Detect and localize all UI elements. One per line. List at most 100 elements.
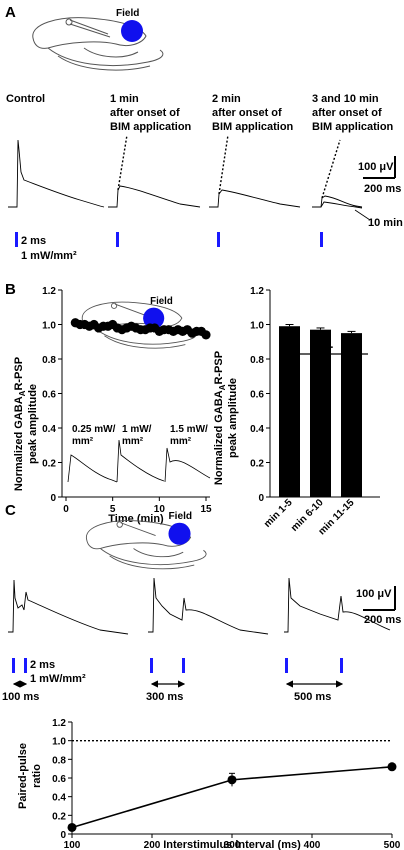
data-point bbox=[67, 822, 77, 832]
scale-bar-c: 100 μV 200 ms bbox=[356, 586, 401, 626]
y-tick-label: 1.2 bbox=[42, 286, 56, 297]
y-tick-label: 0.4 bbox=[250, 424, 264, 435]
insets-b: 0.25 mW/ mm² 1 mW/ mm² 1.5 mW/ mm² bbox=[67, 424, 211, 483]
y-tick-label: 0 bbox=[60, 830, 66, 841]
interval-label-300: 300 ms bbox=[146, 691, 183, 703]
x-tick-label: 5 bbox=[110, 504, 116, 515]
stim-intensity-a: 1 mW/mm² bbox=[21, 250, 77, 262]
trace-1min-dotted bbox=[117, 134, 128, 191]
field-label-a: Field bbox=[116, 8, 139, 19]
condition-1min-line2: after onset of bbox=[110, 107, 180, 119]
x-tick-label: 15 bbox=[200, 504, 212, 515]
x-tick-label: 400 bbox=[304, 840, 321, 850]
x-tick-label: 500 bbox=[384, 840, 401, 850]
y-tick-label: 0 bbox=[258, 493, 264, 504]
y-tick-label: 0.6 bbox=[42, 390, 56, 401]
trace-pair-300 bbox=[148, 577, 269, 635]
scale-voltage-a: 100 μV bbox=[358, 161, 394, 173]
stim-bar bbox=[285, 658, 288, 673]
left-ylabel-line2: peak amplitude bbox=[27, 384, 39, 464]
bar bbox=[310, 329, 331, 497]
interval-label-500: 500 ms bbox=[294, 691, 331, 703]
scale-time-c: 200 ms bbox=[364, 614, 401, 626]
condition-3-10min-line2: after onset of bbox=[312, 107, 382, 119]
stim-bar bbox=[182, 658, 185, 673]
stim-bar bbox=[116, 232, 119, 247]
inset-trace bbox=[116, 439, 165, 483]
traces-a bbox=[8, 134, 363, 209]
stim-intensity-c: 1 mW/mm² bbox=[30, 673, 86, 685]
trace-pair-500 bbox=[284, 577, 391, 633]
y-tick-label: 0.2 bbox=[42, 459, 56, 470]
condition-3-10min-line3: BIM application bbox=[312, 121, 394, 133]
trace-1min bbox=[108, 185, 201, 208]
condition-1min-line3: BIM application bbox=[110, 121, 192, 133]
ten-min-label: 10 min bbox=[368, 217, 403, 229]
y-tick-label: 0.8 bbox=[42, 355, 56, 366]
ppr-xlabel: Interstimulus interval (ms) bbox=[163, 839, 301, 850]
stim-bar bbox=[320, 232, 323, 247]
stim-bar bbox=[15, 232, 18, 247]
x-tick-label: 10 bbox=[154, 504, 166, 515]
ns-bracket: n.s. bbox=[280, 339, 368, 355]
condition-3-10min-line1: 3 and 10 min bbox=[312, 93, 379, 105]
trace-pair-100 bbox=[8, 579, 129, 635]
trace-10min bbox=[320, 201, 363, 209]
y-tick-label: 0.8 bbox=[250, 355, 264, 366]
scale-voltage-c: 100 μV bbox=[356, 588, 392, 600]
condition-control-label: Control bbox=[6, 93, 45, 105]
field-label-c: Field bbox=[168, 511, 192, 522]
y-tick-label: 1.2 bbox=[52, 718, 66, 729]
stim-bar bbox=[150, 658, 153, 673]
y-tick-label: 0.2 bbox=[52, 811, 66, 822]
scale-time-a: 200 ms bbox=[364, 183, 401, 195]
condition-2min-line3: BIM application bbox=[212, 121, 294, 133]
panel-a-hippocampus-schematic: Field bbox=[32, 8, 164, 71]
bar bbox=[279, 326, 300, 497]
ppr-xticks: 100 200 300 400 500 bbox=[64, 834, 401, 850]
inset-label-1-l1: 0.25 mW/ bbox=[72, 424, 116, 435]
data-point bbox=[387, 762, 397, 772]
x-tick-label: 300 bbox=[224, 840, 241, 850]
data-point bbox=[227, 775, 237, 785]
stim-duration-c: 2 ms bbox=[30, 659, 55, 671]
light-spot bbox=[168, 522, 191, 545]
interval-label-100: 100 ms bbox=[2, 691, 39, 703]
stim-bar bbox=[24, 658, 27, 673]
left-ylabel-line1: Normalized GABAAR-PSP bbox=[13, 357, 27, 491]
x-tick-label: 0 bbox=[63, 504, 69, 515]
condition-2min-line1: 2 min bbox=[212, 93, 241, 105]
scale-bar-a: 100 μV 200 ms bbox=[358, 156, 401, 195]
stim-bars-a bbox=[15, 232, 323, 247]
light-spot bbox=[143, 307, 165, 329]
ns-label: n.s. bbox=[315, 339, 334, 351]
y-tick-label: 0.8 bbox=[52, 755, 66, 766]
trace-3min-dotted bbox=[321, 139, 341, 199]
ppr-yticks: 0 0.2 0.4 0.6 0.8 1.0 1.2 bbox=[52, 718, 72, 841]
condition-labels-a: Control 1 min after onset of BIM applica… bbox=[6, 93, 394, 133]
light-spot bbox=[121, 20, 143, 42]
stim-bar bbox=[12, 658, 15, 673]
y-tick-label: 0.6 bbox=[250, 390, 264, 401]
inset-label-3-l2: mm² bbox=[170, 436, 192, 447]
inset-label-3-l1: 1.5 mW/ bbox=[170, 424, 208, 435]
panel-b-letter: B bbox=[5, 281, 16, 298]
time-course-points bbox=[70, 318, 211, 340]
ppr-ylabel-line1: Paired-pulse bbox=[17, 743, 29, 809]
y-tick-label: 0.2 bbox=[250, 459, 264, 470]
y-tick-label: 1.0 bbox=[250, 321, 264, 332]
panel-b-hippocampus-schematic: Field bbox=[81, 296, 198, 349]
y-tick-label: 1.0 bbox=[52, 737, 66, 748]
data-point bbox=[201, 330, 211, 340]
inset-label-1-l2: mm² bbox=[72, 436, 94, 447]
inset-label-2-l1: 1 mW/ bbox=[122, 424, 152, 435]
ppr-ylabel-line2: ratio bbox=[31, 764, 43, 788]
bar bbox=[341, 333, 362, 497]
trace-2min-dotted bbox=[218, 134, 229, 195]
inset-trace bbox=[164, 447, 211, 483]
condition-2min-line2: after onset of bbox=[212, 107, 282, 119]
y-tick-label: 1.0 bbox=[42, 321, 56, 332]
y-tick-label: 0 bbox=[50, 493, 56, 504]
inset-trace bbox=[67, 454, 118, 483]
